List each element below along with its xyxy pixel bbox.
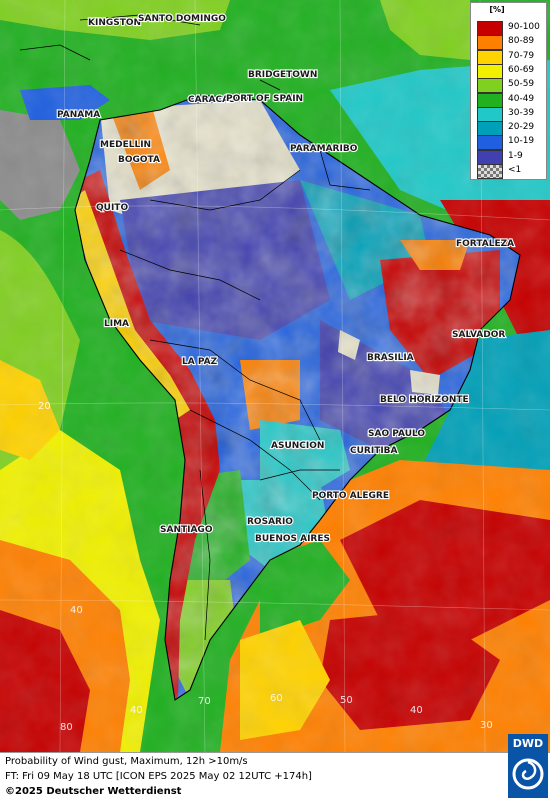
city-label: PARAMARIBO [290,144,358,154]
city-label: SANTIAGO [160,525,213,535]
legend-label: 70-79 [508,50,535,61]
legend-swatch [477,92,503,108]
legend-label: 20-29 [508,122,535,133]
dwd-logo-text: DWD [512,737,544,750]
legend-label: <1 [508,165,522,175]
copyright: ©2025 Deutscher Wetterdienst [5,786,182,797]
footer: Probability of Wind gust, Maximum, 12h >… [0,752,550,800]
legend-row: 80-89 [477,35,545,51]
wind-gust-probability-map: 20 40 60 70 40 50 40 30 80 KINGSTON SANT… [0,0,550,752]
swirl-icon [512,758,544,790]
legend-row: <1 [477,164,545,179]
city-label: KINGSTON [88,18,141,28]
texture-overlay [0,0,550,752]
legend-label: 40-49 [508,93,535,104]
legend-swatch [477,149,503,165]
legend-label: 10-19 [508,136,535,147]
legend-label: 60-69 [508,64,535,75]
city-label: SAO PAULO [368,429,425,439]
city-label: ROSARIO [247,517,293,527]
legend-row: 60-69 [477,63,545,79]
city-label: CURITIBA [350,446,398,456]
city-label: SANTO DOMINGO [138,14,226,24]
legend-row: 20-29 [477,121,545,137]
legend-swatch [477,78,503,94]
legend-label: 30-39 [508,107,535,118]
legend-label: 80-89 [508,36,535,47]
legend-label: 50-59 [508,79,535,90]
grid-label: 40 [70,605,83,616]
legend-label: 90-100 [508,22,540,32]
legend-row: 90-100 [477,21,545,36]
legend-row: 30-39 [477,106,545,122]
country-borders [119,149,371,641]
grid-labels: 20 40 60 70 40 50 40 30 80 [38,401,493,733]
city-label: PORT OF SPAIN [226,94,303,104]
legend-swatch [477,49,503,65]
city-label: MEDELLIN [100,140,151,150]
city-label: FORTALEZA [456,239,514,249]
legend-row: 1-9 [477,149,545,165]
grid-label: 30 [480,720,493,731]
city-label: QUITO [96,203,128,213]
grid-label: 20 [38,401,51,412]
legend-row: 50-59 [477,78,545,94]
dwd-logo: DWD [508,734,548,798]
grid-label: 70 [198,696,211,707]
city-label: SALVADOR [452,330,505,340]
city-label: LA PAZ [182,357,218,367]
legend-swatch [477,21,503,36]
city-label: BUENOS AIRES [255,534,330,544]
city-label: BRASILIA [367,353,414,363]
city-label: BELO HORIZONTE [380,395,469,405]
city-label: BRIDGETOWN [248,70,317,80]
legend-swatch [477,135,503,151]
legend-swatch [477,106,503,122]
legend: [%] 90-100 80-89 70-79 60-69 50-59 40-49 30-39… [470,2,547,180]
city-label: ASUNCION [271,441,324,451]
city-label: PANAMA [57,110,100,120]
city-label: PORTO ALEGRE [312,491,389,501]
legend-row: 40-49 [477,92,545,108]
caribbean-islands [19,14,281,91]
legend-label: 1-9 [508,150,523,161]
city-label: BOGOTA [118,155,160,165]
grid-label: 80 [60,722,73,733]
grid-label: 60 [270,693,283,704]
legend-swatch [477,63,503,79]
grid-label: 40 [130,705,143,716]
city-label: LIMA [104,319,129,329]
grid-label: 40 [410,705,423,716]
legend-row: 70-79 [477,49,545,65]
grid-label: 50 [340,695,353,706]
legend-swatch [477,121,503,137]
coastline [74,94,521,701]
legend-swatch [477,164,503,179]
forecast-time: FT: Fri 09 May 18 UTC [ICON EPS 2025 May… [5,771,312,782]
map-title: Probability of Wind gust, Maximum, 12h >… [5,756,248,767]
legend-row: 10-19 [477,135,545,151]
city-label: CARACAS [188,95,236,105]
city-labels: KINGSTON SANTO DOMINGO BRIDGETOWN PANAMA… [56,13,515,545]
legend-unit: [%] [489,5,505,14]
legend-swatch [477,35,503,51]
